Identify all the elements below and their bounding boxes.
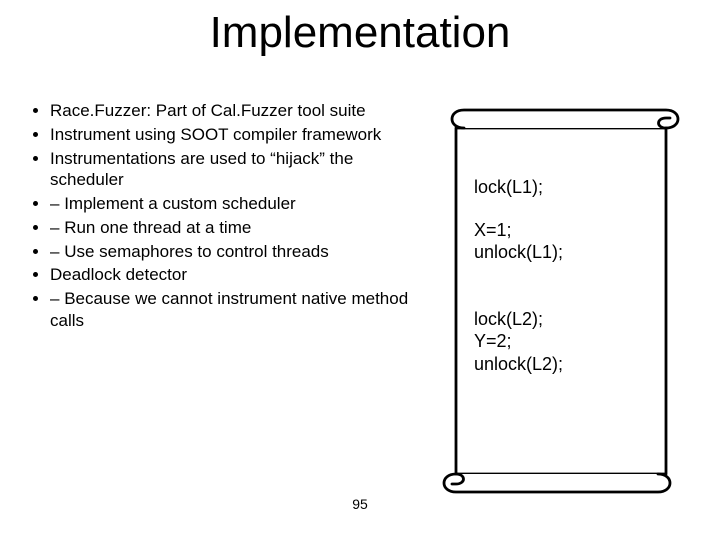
page-number: 95 xyxy=(0,496,720,512)
bullet-3-sub-3: Use semaphores to control threads xyxy=(50,241,430,263)
scroll-figure: lock(L1); X=1; unlock(L1); lock(L2); Y=2… xyxy=(434,106,688,496)
bullet-3-sub-2: Run one thread at a time xyxy=(50,217,430,239)
bullet-1: Race.Fuzzer: Part of Cal.Fuzzer tool sui… xyxy=(50,100,430,122)
slide: Implementation Race.Fuzzer: Part of Cal.… xyxy=(0,0,720,540)
slide-title: Implementation xyxy=(0,8,720,58)
bullet-4-sub-1: Because we cannot instrument native meth… xyxy=(50,288,430,332)
code-line-4: lock(L2); xyxy=(474,308,674,331)
bullet-4: Deadlock detector xyxy=(50,264,430,286)
code-line-1: lock(L1); xyxy=(474,176,674,199)
code-line-5: Y=2; xyxy=(474,330,674,353)
code-block: lock(L1); X=1; unlock(L1); lock(L2); Y=2… xyxy=(474,176,674,375)
code-line-2: X=1; xyxy=(474,219,674,242)
bullet-3: Instrumentations are used to “hijack” th… xyxy=(50,148,430,192)
code-line-3: unlock(L1); xyxy=(474,241,674,264)
bullet-3-sub-1: Implement a custom scheduler xyxy=(50,193,430,215)
bullet-2: Instrument using SOOT compiler framework xyxy=(50,124,430,146)
code-line-6: unlock(L2); xyxy=(474,353,674,376)
body-text: Race.Fuzzer: Part of Cal.Fuzzer tool sui… xyxy=(30,100,430,334)
